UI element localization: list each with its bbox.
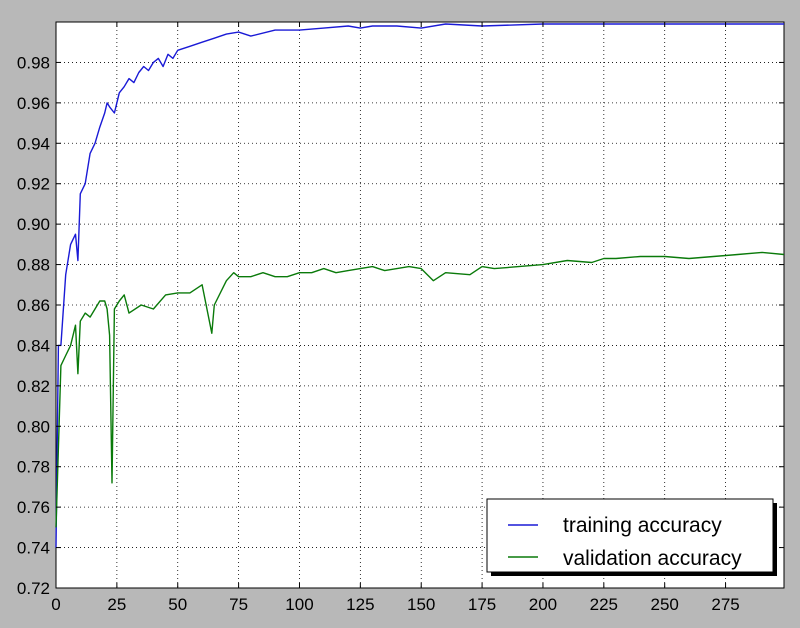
x-tick-label: 0 [51, 595, 60, 614]
x-tick-label: 275 [711, 595, 739, 614]
legend-label-validation: validation accuracy [563, 547, 742, 570]
y-tick-label: 0.86 [17, 296, 50, 315]
series-layer [55, 23, 785, 548]
x-tick-label: 200 [529, 595, 557, 614]
x-tick-label: 175 [468, 595, 496, 614]
x-tick-label: 25 [107, 595, 126, 614]
y-tick-label: 0.80 [17, 417, 50, 436]
series-line-validation [55, 251, 785, 528]
legend: training accuracy validation accuracy [486, 498, 777, 576]
y-tick-label: 0.74 [17, 539, 50, 558]
y-tick-label: 0.92 [17, 175, 50, 194]
y-tick-label: 0.78 [17, 458, 50, 477]
y-tick-label: 0.94 [17, 134, 50, 153]
x-tick-label: 150 [407, 595, 435, 614]
y-tick-label: 0.88 [17, 256, 50, 275]
grid-lines [55, 22, 784, 589]
y-tick-label: 0.96 [17, 94, 50, 113]
x-tick-label: 100 [285, 595, 313, 614]
y-tick-label: 0.76 [17, 498, 50, 517]
series-line-training [55, 23, 784, 548]
y-tick-label: 0.82 [17, 377, 50, 396]
y-tick-label: 0.90 [17, 215, 50, 234]
y-tick-label: 0.84 [17, 336, 50, 355]
x-tick-label: 50 [168, 595, 187, 614]
x-tick-label: 225 [590, 595, 618, 614]
x-tick-label: 75 [229, 595, 248, 614]
legend-box [486, 498, 774, 573]
tick-layer: 0 25 50 75 100 125 150 175 200 225 250 275 0.72 0.74 0… [17, 22, 784, 614]
y-tick-label: 0.98 [17, 53, 50, 72]
y-tick-label: 0.72 [17, 579, 50, 598]
x-tick-label: 250 [651, 595, 679, 614]
x-tick-label: 125 [346, 595, 374, 614]
legend-label-training: training accuracy [563, 514, 722, 537]
